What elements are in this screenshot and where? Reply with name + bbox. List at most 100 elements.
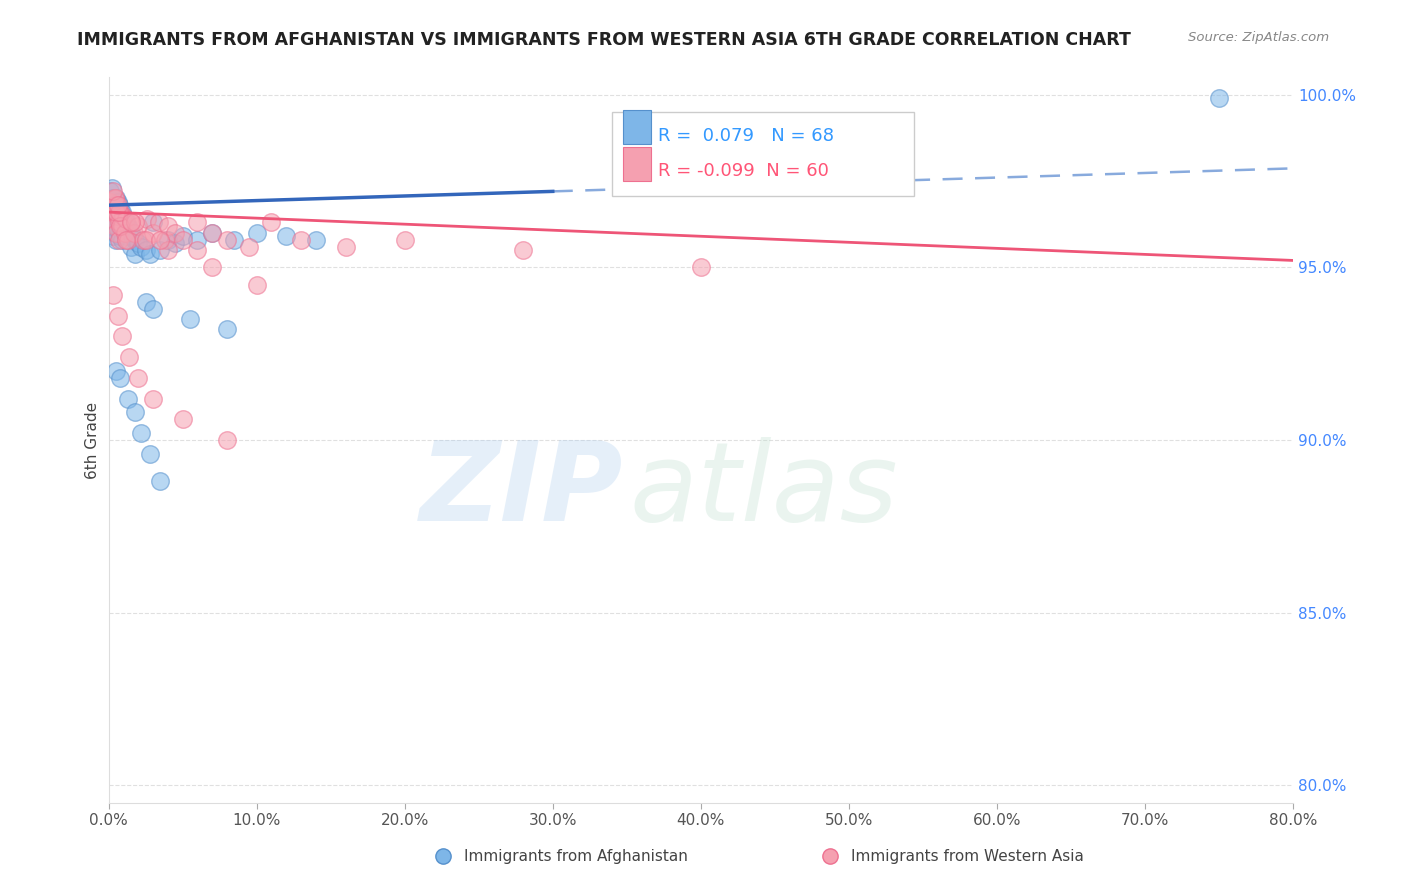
Point	[101, 205, 124, 219]
Text: atlas: atlas	[630, 437, 898, 544]
Point	[110, 215, 132, 229]
Point	[124, 215, 146, 229]
Point	[111, 219, 134, 233]
Point	[201, 260, 224, 275]
Point	[172, 412, 194, 426]
Point	[215, 433, 238, 447]
Point	[156, 233, 179, 247]
Point	[107, 198, 129, 212]
Point	[129, 239, 152, 253]
Point	[111, 219, 134, 233]
Point	[107, 222, 129, 236]
Y-axis label: 6th Grade: 6th Grade	[86, 401, 100, 478]
Point	[117, 233, 139, 247]
Point	[112, 209, 135, 223]
Text: Source: ZipAtlas.com: Source: ZipAtlas.com	[1188, 31, 1329, 45]
Point	[179, 312, 201, 326]
Point	[139, 246, 162, 260]
Point	[105, 233, 128, 247]
Point	[115, 212, 138, 227]
Point	[215, 233, 238, 247]
Point	[117, 392, 139, 406]
Point	[156, 243, 179, 257]
Point	[105, 205, 128, 219]
Point	[127, 371, 149, 385]
Point	[1208, 91, 1230, 105]
Point	[105, 364, 128, 378]
Point	[110, 202, 132, 216]
Point	[112, 222, 135, 236]
Point	[120, 226, 142, 240]
Point	[142, 215, 165, 229]
Point	[111, 205, 134, 219]
Point	[165, 236, 187, 251]
Point	[114, 226, 136, 240]
Point	[111, 233, 134, 247]
Point	[122, 226, 145, 240]
Point	[103, 212, 125, 227]
Point	[246, 226, 269, 240]
Point	[121, 229, 143, 244]
Point	[127, 236, 149, 251]
Point	[689, 260, 711, 275]
Point	[100, 181, 122, 195]
Point	[105, 205, 128, 219]
Point	[101, 212, 124, 227]
Point	[186, 243, 208, 257]
Point	[101, 185, 124, 199]
Point	[107, 209, 129, 223]
Point	[118, 222, 141, 236]
Point	[108, 215, 131, 229]
Point	[107, 194, 129, 209]
Point	[103, 191, 125, 205]
Point	[276, 229, 298, 244]
Point	[108, 226, 131, 240]
Point	[186, 233, 208, 247]
Point	[142, 301, 165, 316]
Text: ZIP: ZIP	[420, 437, 624, 544]
Point	[103, 191, 125, 205]
Point	[172, 233, 194, 247]
Point	[101, 191, 124, 205]
Point	[172, 229, 194, 244]
Point	[148, 215, 170, 229]
Point	[115, 233, 138, 247]
Point	[103, 226, 125, 240]
Point	[201, 226, 224, 240]
Point	[135, 294, 157, 309]
Point	[118, 350, 141, 364]
Text: Immigrants from Western Asia: Immigrants from Western Asia	[851, 849, 1084, 863]
Point	[124, 405, 146, 419]
Point	[105, 191, 128, 205]
Point	[110, 219, 132, 233]
Point	[156, 219, 179, 233]
Point	[100, 205, 122, 219]
Point	[112, 209, 135, 223]
Point	[142, 392, 165, 406]
Point	[107, 209, 129, 223]
Point	[215, 322, 238, 336]
Point	[120, 239, 142, 253]
Point	[100, 209, 122, 223]
Point	[165, 226, 187, 240]
Point	[108, 212, 131, 227]
Point	[108, 233, 131, 247]
Point	[224, 233, 246, 247]
Text: Immigrants from Afghanistan: Immigrants from Afghanistan	[464, 849, 688, 863]
Point	[117, 219, 139, 233]
Point	[120, 215, 142, 229]
Point	[129, 426, 152, 441]
Point	[135, 243, 157, 257]
Point	[98, 194, 121, 209]
Point	[394, 233, 416, 247]
Text: IMMIGRANTS FROM AFGHANISTAN VS IMMIGRANTS FROM WESTERN ASIA 6TH GRADE CORRELATIO: IMMIGRANTS FROM AFGHANISTAN VS IMMIGRANT…	[77, 31, 1132, 49]
Point	[108, 205, 131, 219]
Point	[110, 229, 132, 244]
Point	[105, 219, 128, 233]
Point	[114, 226, 136, 240]
Text: R = -0.099  N = 60: R = -0.099 N = 60	[658, 162, 830, 180]
Point	[260, 215, 283, 229]
Point	[149, 233, 172, 247]
Point	[108, 198, 131, 212]
Point	[111, 329, 134, 343]
